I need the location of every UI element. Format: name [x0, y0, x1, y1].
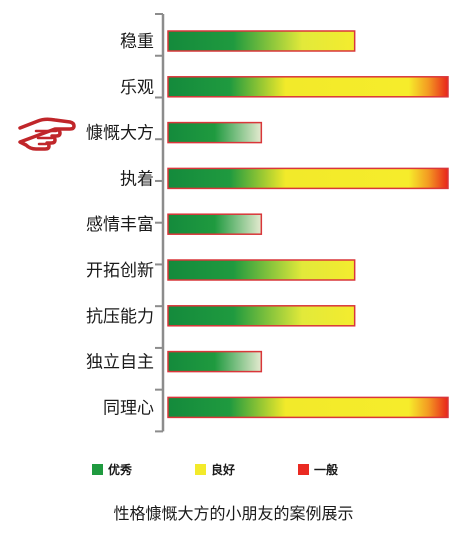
bar-7 — [167, 350, 263, 373]
legend-label-2: 一般 — [314, 462, 338, 477]
category-label: 乐观 — [120, 78, 154, 98]
legend-swatch-0 — [92, 464, 103, 475]
bar-6 — [167, 305, 356, 327]
category-label: 执着 — [120, 169, 154, 189]
category-label: 感情丰富 — [86, 215, 154, 235]
category-label: 同理心 — [103, 398, 154, 418]
legend-swatch-2 — [298, 464, 309, 475]
category-label: 抗压能力 — [86, 307, 154, 327]
bar-5 — [167, 259, 356, 281]
pointing-hand-icon — [18, 117, 76, 151]
category-label: 独立自主 — [86, 353, 154, 373]
bars — [167, 30, 449, 419]
bar-8 — [167, 396, 449, 419]
bar-1 — [167, 76, 449, 98]
y-axis — [155, 13, 165, 433]
bar-2 — [167, 121, 263, 144]
legend-label-0: 优秀 — [108, 462, 133, 477]
bar-3 — [167, 167, 449, 190]
category-label: 开拓创新 — [86, 261, 154, 281]
category-label: 稳重 — [120, 32, 154, 52]
chart-caption: 性格慷慨大方的小朋友的案例展示 — [113, 504, 354, 523]
legend-swatch-1 — [195, 464, 206, 475]
legend: 优秀 良好 一般 — [92, 462, 338, 477]
category-label: 慷慨大方 — [86, 123, 154, 144]
legend-label-1: 良好 — [211, 462, 235, 477]
bar-4 — [167, 213, 263, 235]
bar-0 — [167, 30, 356, 52]
